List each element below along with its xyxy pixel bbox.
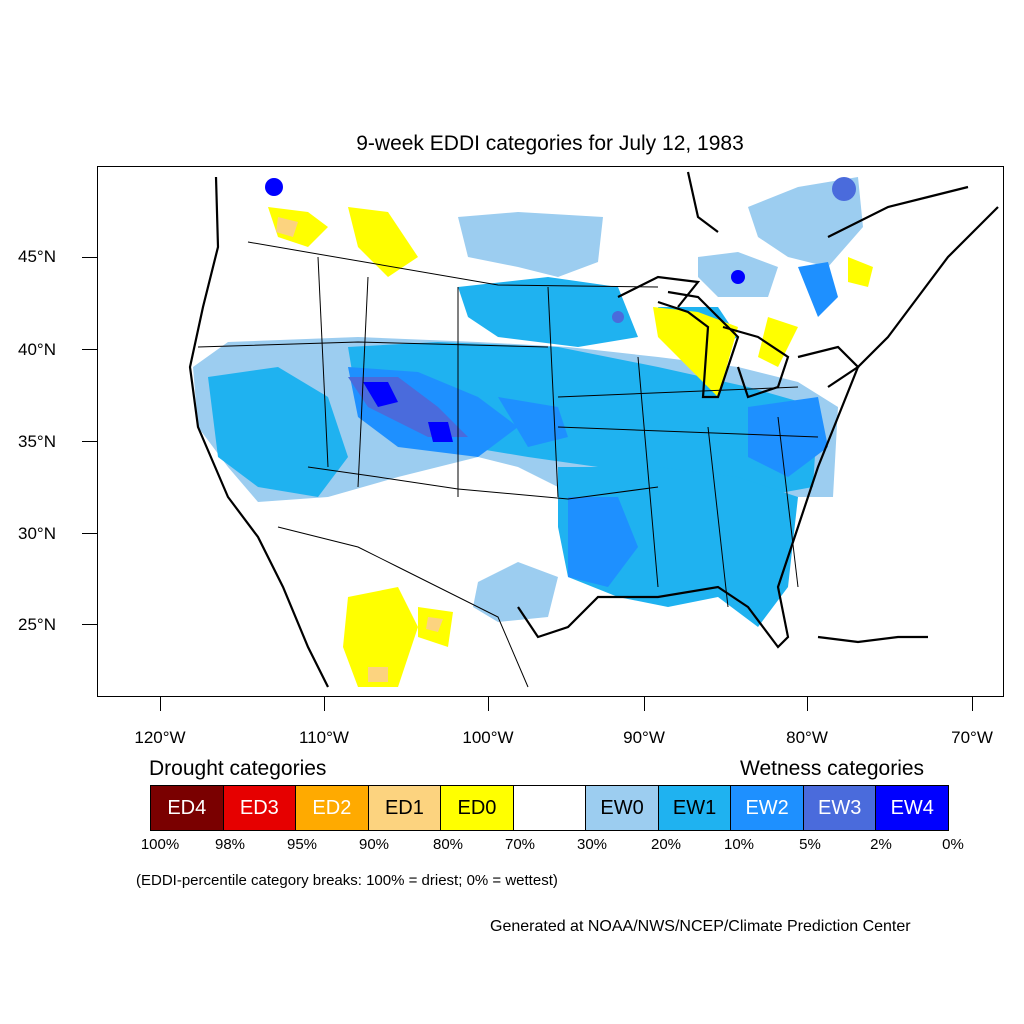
- lat-label-40: 40°N: [18, 340, 56, 359]
- percent-break: 95%: [286, 836, 318, 853]
- percent-break: 98%: [214, 836, 246, 853]
- map-canvas: [188, 171, 999, 688]
- lat-tick: [82, 533, 97, 534]
- lon-tick: [972, 697, 973, 711]
- legend-cell-ed0: ED0: [441, 786, 514, 830]
- map-title: 9-week EDDI categories for July 12, 1983: [356, 132, 744, 155]
- legend-cell-ew3: EW3: [803, 786, 877, 830]
- legend-cell-ew2: EW2: [731, 786, 804, 830]
- lon-label-100w: 100°W: [462, 728, 514, 747]
- percent-break: 30%: [576, 836, 608, 853]
- legend-cell-ed1: ED1: [368, 786, 442, 830]
- credit-line: Generated at NOAA/NWS/NCEP/Climate Predi…: [490, 918, 911, 935]
- lat-tick: [82, 441, 97, 442]
- lat-tick: [82, 624, 97, 625]
- legend-cell-ed3: ED3: [223, 786, 297, 830]
- boundary-lines: [197, 241, 819, 688]
- legend-cell-ew1: EW1: [658, 786, 732, 830]
- lon-label-70w: 70°W: [951, 728, 993, 747]
- lon-tick: [807, 697, 808, 711]
- percent-break: 90%: [358, 836, 390, 853]
- percent-break: 10%: [723, 836, 755, 853]
- legend-cell-ed4: ED4: [151, 786, 224, 830]
- ed0-ed1-regions: [268, 207, 873, 687]
- percent-break: 0%: [942, 836, 964, 853]
- eddi-map: [97, 166, 1004, 697]
- legend-cell-ed2: ED2: [296, 786, 369, 830]
- lon-label-110w: 110°W: [299, 728, 349, 747]
- lon-tick: [324, 697, 325, 711]
- category-legend: ED4 ED3 ED2 ED1 ED0 EW0 EW1 EW2 EW3 EW4: [150, 785, 949, 831]
- drought-categories-heading: Drought categories: [149, 757, 327, 780]
- percent-break: 20%: [650, 836, 682, 853]
- wetness-categories-heading: Wetness categories: [740, 757, 925, 780]
- percent-break: 80%: [432, 836, 464, 853]
- coastlines: [188, 171, 999, 688]
- legend-cell-ew4: EW4: [876, 786, 949, 830]
- lon-tick: [488, 697, 489, 711]
- lon-tick: [160, 697, 161, 711]
- lon-label-120w: 120°W: [134, 728, 186, 747]
- percent-break: 5%: [799, 836, 821, 853]
- legend-cell-ew0: EW0: [586, 786, 659, 830]
- lon-label-80w: 80°W: [786, 728, 828, 747]
- lon-label-90w: 90°W: [623, 728, 665, 747]
- lat-tick: [82, 257, 97, 258]
- lat-label-30: 30°N: [18, 524, 56, 543]
- percent-break: 2%: [870, 836, 892, 853]
- lat-tick: [82, 349, 97, 350]
- percent-break: 100%: [140, 836, 180, 853]
- legend-cell-normal: [513, 786, 587, 830]
- lat-label-45: 45°N: [18, 247, 56, 266]
- percent-break: 70%: [504, 836, 536, 853]
- lat-label-25: 25°N: [18, 615, 56, 634]
- lat-label-35: 35°N: [18, 432, 56, 451]
- lon-tick: [644, 697, 645, 711]
- category-breaks-note: (EDDI-percentile category breaks: 100% =…: [136, 872, 558, 889]
- ew3-ew4-spots: [265, 177, 856, 442]
